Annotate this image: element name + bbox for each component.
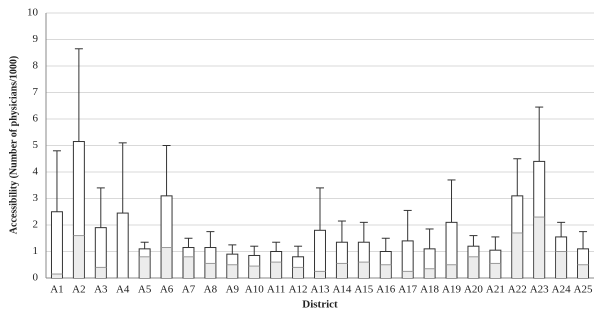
lower-segment (358, 262, 369, 278)
bar (314, 229, 326, 279)
lower-segment (534, 217, 545, 278)
y-tick-label: 0 (33, 272, 39, 284)
lower-segment (402, 271, 413, 278)
x-tick-label: A12 (289, 284, 308, 296)
lower-segment (51, 274, 62, 278)
y-tick-label: 5 (33, 139, 39, 151)
x-tick-label: A17 (398, 284, 417, 296)
bar (50, 211, 63, 279)
x-tick-label: A23 (530, 284, 549, 296)
x-tick-label: A19 (442, 284, 461, 296)
y-tick-label: 8 (33, 60, 39, 72)
y-tick-label: 3 (33, 192, 39, 204)
y-axis-label: Accessibility (Number of physicians/1000… (8, 56, 19, 234)
y-tick-label: 1 (33, 245, 39, 257)
lower-segment (315, 271, 325, 278)
y-tick-label: 4 (33, 166, 39, 178)
x-tick-label: A9 (226, 284, 240, 296)
lower-segment (490, 263, 501, 278)
lower-segment (183, 256, 194, 278)
x-tick-label: A21 (486, 284, 505, 296)
x-tick-label: A13 (311, 284, 330, 296)
lower-segment (293, 267, 304, 278)
y-tick-label: 6 (33, 113, 39, 125)
lower-segment (95, 267, 106, 278)
lower-segment (556, 251, 567, 278)
lower-segment (512, 232, 523, 278)
x-tick-label: A1 (50, 284, 63, 296)
lower-segment (468, 256, 479, 278)
lower-segment (227, 264, 238, 278)
x-tick-label: A25 (574, 284, 593, 296)
lower-segment (336, 263, 347, 278)
x-tick-label: A5 (138, 284, 152, 296)
x-tick-label: A10 (245, 284, 264, 296)
y-tick-label: 7 (33, 86, 39, 98)
x-tick-label: A3 (94, 284, 108, 296)
x-tick-label: A2 (72, 284, 85, 296)
x-tick-label: A6 (160, 284, 174, 296)
lower-segment (205, 263, 216, 278)
lower-segment (139, 256, 150, 278)
x-tick-label: A22 (508, 284, 527, 296)
lower-segment (249, 266, 260, 278)
bar (116, 212, 129, 279)
lower-segment (271, 262, 282, 278)
lower-segment (446, 264, 457, 278)
x-tick-label: A20 (464, 284, 483, 296)
lower-segment (578, 264, 589, 278)
x-tick-label: A8 (204, 284, 218, 296)
x-tick-label: A16 (376, 284, 395, 296)
x-tick-label: A24 (552, 284, 571, 296)
lower-segment (73, 235, 84, 278)
x-axis-label: District (302, 299, 338, 311)
x-tick-label: A15 (354, 284, 373, 296)
x-tick-label: A18 (420, 284, 439, 296)
lower-segment (161, 247, 172, 278)
y-tick-label: 2 (33, 219, 39, 231)
y-tick-label: 9 (33, 33, 39, 45)
lower-segment (380, 264, 391, 278)
lower-segment (424, 268, 435, 278)
y-tick-label: 10 (27, 7, 39, 19)
x-tick-label: A11 (267, 284, 286, 296)
x-tick-label: A14 (332, 284, 351, 296)
x-tick-label: A4 (116, 284, 130, 296)
x-tick-label: A7 (182, 284, 196, 296)
